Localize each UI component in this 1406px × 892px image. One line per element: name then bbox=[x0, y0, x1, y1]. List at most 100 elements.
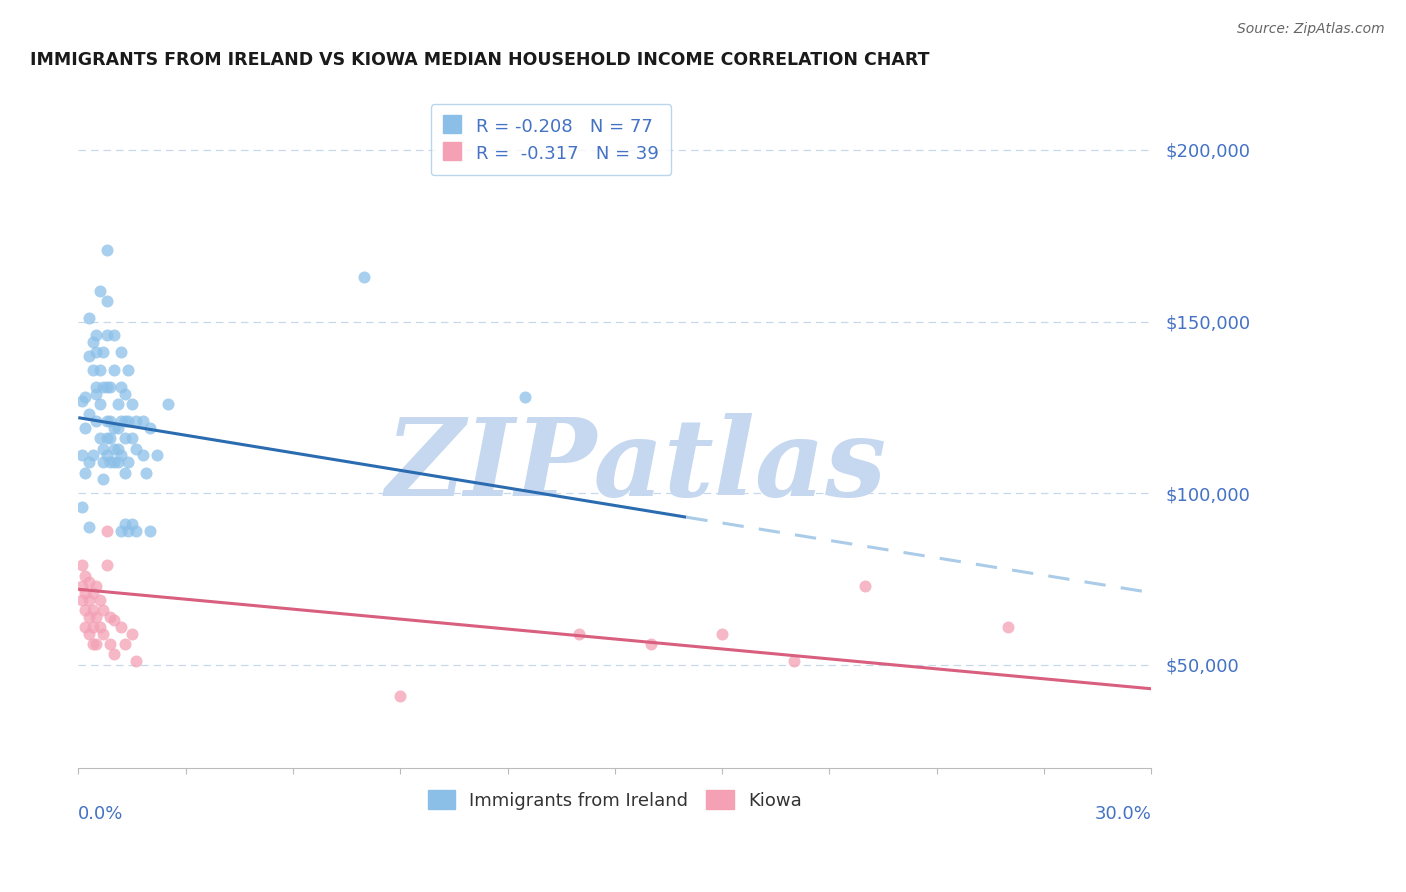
Point bbox=[91, 627, 114, 641]
Point bbox=[77, 575, 100, 590]
Point bbox=[91, 345, 114, 359]
Point bbox=[100, 609, 122, 624]
Point bbox=[131, 414, 153, 428]
Point bbox=[96, 380, 118, 394]
Point bbox=[96, 431, 118, 445]
Point bbox=[353, 269, 375, 284]
Point bbox=[135, 466, 157, 480]
Point bbox=[389, 689, 412, 703]
Text: 30.0%: 30.0% bbox=[1094, 805, 1152, 823]
Point bbox=[84, 637, 107, 651]
Point bbox=[103, 362, 125, 376]
Point bbox=[89, 592, 111, 607]
Point bbox=[640, 637, 662, 651]
Point bbox=[77, 627, 100, 641]
Point bbox=[70, 558, 93, 573]
Point bbox=[96, 243, 118, 257]
Point bbox=[96, 524, 118, 538]
Point bbox=[77, 520, 100, 534]
Point bbox=[110, 449, 132, 463]
Point bbox=[515, 390, 537, 404]
Point bbox=[117, 524, 139, 538]
Point bbox=[107, 421, 129, 435]
Point bbox=[121, 397, 143, 411]
Point bbox=[91, 472, 114, 486]
Legend: Immigrants from Ireland, Kiowa: Immigrants from Ireland, Kiowa bbox=[418, 780, 813, 821]
Point bbox=[77, 311, 100, 326]
Point bbox=[77, 349, 100, 363]
Point bbox=[114, 637, 136, 651]
Point bbox=[75, 421, 97, 435]
Point bbox=[121, 516, 143, 531]
Point bbox=[96, 558, 118, 573]
Point bbox=[103, 328, 125, 343]
Point bbox=[100, 637, 122, 651]
Point bbox=[75, 620, 97, 634]
Point bbox=[91, 455, 114, 469]
Point bbox=[91, 442, 114, 456]
Point bbox=[70, 500, 93, 514]
Point bbox=[82, 335, 104, 350]
Point bbox=[70, 592, 93, 607]
Point bbox=[103, 648, 125, 662]
Point bbox=[124, 414, 146, 428]
Text: ZIPatlas: ZIPatlas bbox=[385, 413, 887, 519]
Point bbox=[75, 466, 97, 480]
Point bbox=[107, 397, 129, 411]
Point bbox=[77, 407, 100, 421]
Point bbox=[70, 449, 93, 463]
Point bbox=[89, 397, 111, 411]
Point bbox=[75, 568, 97, 582]
Point bbox=[997, 620, 1019, 634]
Point bbox=[121, 431, 143, 445]
Point bbox=[853, 579, 876, 593]
Point bbox=[103, 421, 125, 435]
Point bbox=[100, 380, 122, 394]
Point bbox=[84, 414, 107, 428]
Text: 0.0%: 0.0% bbox=[79, 805, 124, 823]
Point bbox=[91, 603, 114, 617]
Point bbox=[156, 397, 179, 411]
Point bbox=[84, 380, 107, 394]
Point bbox=[110, 380, 132, 394]
Point bbox=[107, 442, 129, 456]
Point bbox=[89, 620, 111, 634]
Point bbox=[711, 627, 734, 641]
Point bbox=[96, 328, 118, 343]
Point bbox=[121, 627, 143, 641]
Point bbox=[110, 620, 132, 634]
Point bbox=[82, 637, 104, 651]
Point bbox=[82, 585, 104, 599]
Point bbox=[114, 466, 136, 480]
Point bbox=[139, 421, 162, 435]
Point bbox=[568, 627, 591, 641]
Point bbox=[84, 579, 107, 593]
Point bbox=[96, 293, 118, 308]
Point bbox=[82, 449, 104, 463]
Point bbox=[82, 620, 104, 634]
Point bbox=[70, 393, 93, 408]
Point bbox=[139, 524, 162, 538]
Point bbox=[114, 414, 136, 428]
Point bbox=[100, 455, 122, 469]
Point bbox=[89, 431, 111, 445]
Point bbox=[82, 603, 104, 617]
Point bbox=[124, 654, 146, 668]
Point bbox=[89, 284, 111, 298]
Point bbox=[82, 362, 104, 376]
Point bbox=[84, 609, 107, 624]
Point bbox=[100, 431, 122, 445]
Point bbox=[146, 449, 169, 463]
Point bbox=[103, 455, 125, 469]
Text: Source: ZipAtlas.com: Source: ZipAtlas.com bbox=[1237, 22, 1385, 37]
Point bbox=[84, 386, 107, 401]
Point bbox=[114, 431, 136, 445]
Text: IMMIGRANTS FROM IRELAND VS KIOWA MEDIAN HOUSEHOLD INCOME CORRELATION CHART: IMMIGRANTS FROM IRELAND VS KIOWA MEDIAN … bbox=[30, 51, 929, 69]
Point bbox=[75, 585, 97, 599]
Point bbox=[110, 345, 132, 359]
Point bbox=[77, 592, 100, 607]
Point bbox=[103, 613, 125, 627]
Point bbox=[117, 414, 139, 428]
Point bbox=[77, 609, 100, 624]
Point bbox=[84, 345, 107, 359]
